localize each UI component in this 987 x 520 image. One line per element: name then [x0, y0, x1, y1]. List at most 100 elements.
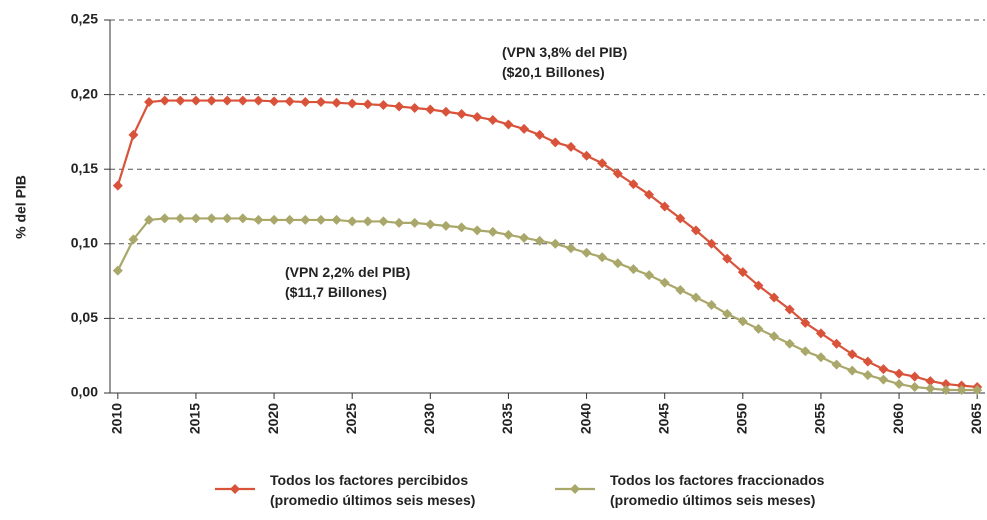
marker	[425, 219, 436, 230]
marker	[394, 101, 405, 112]
marker	[503, 229, 514, 240]
marker	[550, 238, 561, 249]
marker	[894, 368, 905, 379]
marker	[769, 292, 780, 303]
marker	[784, 338, 795, 349]
marker	[440, 106, 451, 117]
x-tick-label: 2040	[577, 403, 593, 434]
marker	[534, 235, 545, 246]
marker	[519, 232, 530, 243]
marker	[362, 99, 373, 110]
x-tick-label: 2045	[655, 403, 671, 434]
marker	[269, 214, 280, 225]
marker	[862, 356, 873, 367]
marker	[503, 119, 514, 130]
marker	[925, 383, 936, 394]
marker	[425, 104, 436, 115]
marker	[972, 385, 983, 396]
marker	[644, 189, 655, 200]
marker	[878, 374, 889, 385]
marker	[175, 213, 186, 224]
marker	[847, 349, 858, 360]
marker	[722, 308, 733, 319]
marker	[597, 252, 608, 263]
marker	[690, 292, 701, 303]
marker	[237, 95, 248, 106]
x-tick-label: 2010	[109, 403, 125, 434]
marker	[284, 214, 295, 225]
annotation: (VPN 2,2% del PIB) ($11,7 Billones)	[285, 264, 411, 300]
marker	[144, 97, 155, 108]
y-tick-label: 0,05	[71, 309, 98, 325]
marker	[831, 359, 842, 370]
marker	[581, 247, 592, 258]
marker	[675, 213, 686, 224]
legend-marker	[230, 484, 240, 494]
marker	[534, 129, 545, 140]
marker	[362, 216, 373, 227]
marker	[253, 214, 264, 225]
y-axis-label: % del PIB	[13, 175, 29, 239]
marker	[925, 376, 936, 387]
marker	[753, 280, 764, 291]
marker	[706, 238, 717, 249]
y-tick-label: 0,20	[71, 85, 98, 101]
marker	[831, 338, 842, 349]
marker	[269, 96, 280, 107]
marker	[472, 111, 483, 122]
marker	[253, 95, 264, 106]
annotation: (VPN 3,8% del PIB) ($20,1 Billones)	[502, 44, 628, 80]
marker	[487, 114, 498, 125]
marker	[128, 129, 139, 140]
marker	[456, 108, 467, 119]
marker	[737, 316, 748, 327]
marker	[737, 267, 748, 278]
marker	[628, 264, 639, 275]
marker	[644, 270, 655, 281]
marker	[378, 216, 389, 227]
x-tick-label: 2055	[812, 403, 828, 434]
y-tick-label: 0,25	[71, 11, 98, 27]
marker	[894, 379, 905, 390]
marker	[159, 213, 170, 224]
marker	[612, 168, 623, 179]
x-tick-label: 2020	[265, 403, 281, 434]
marker	[597, 158, 608, 169]
marker	[909, 382, 920, 393]
marker	[940, 385, 951, 396]
y-tick-label: 0,00	[71, 384, 98, 400]
y-tick-label: 0,10	[71, 235, 98, 251]
legend-marker	[570, 484, 580, 494]
marker	[409, 217, 420, 228]
x-tick-label: 2050	[734, 403, 750, 434]
marker	[753, 323, 764, 334]
legend-label: Todos los factores fraccionados (promedi…	[610, 472, 825, 508]
marker	[956, 385, 967, 396]
marker	[315, 97, 326, 108]
marker	[456, 222, 467, 233]
marker	[440, 220, 451, 231]
marker	[519, 123, 530, 134]
marker	[222, 95, 233, 106]
marker	[628, 179, 639, 190]
marker	[222, 213, 233, 224]
marker	[300, 214, 311, 225]
marker	[800, 346, 811, 357]
marker	[940, 379, 951, 390]
marker	[300, 97, 311, 108]
marker	[659, 201, 670, 212]
marker	[487, 226, 498, 237]
x-tick-label: 2065	[968, 403, 984, 434]
marker	[331, 97, 342, 108]
marker	[206, 95, 217, 106]
marker	[612, 258, 623, 269]
marker	[409, 103, 420, 114]
marker	[237, 213, 248, 224]
marker	[347, 216, 358, 227]
y-tick-label: 0,15	[71, 160, 98, 176]
marker	[675, 285, 686, 296]
marker	[800, 317, 811, 328]
marker	[472, 225, 483, 236]
